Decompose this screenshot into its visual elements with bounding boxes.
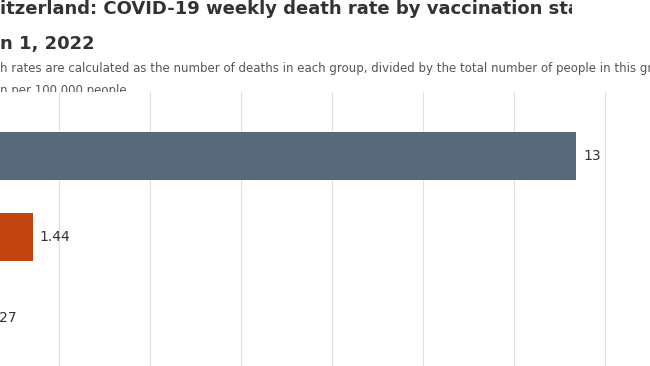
Text: h rates are calculated as the number of deaths in each group, divided by the tot: h rates are calculated as the number of … [0, 62, 650, 75]
Text: itzerland: COVID-19 weekly death rate by vaccination status, All ages,: itzerland: COVID-19 weekly death rate by… [0, 0, 650, 18]
Text: in Data: in Data [595, 45, 627, 54]
Text: n 1, 2022: n 1, 2022 [0, 35, 95, 53]
Bar [0, 132, 577, 180]
Text: n per 100,000 people.: n per 100,000 people. [0, 84, 131, 97]
Text: 1.44: 1.44 [40, 230, 71, 244]
Text: Our World: Our World [589, 19, 633, 27]
Bar [0, 213, 33, 261]
Text: 0.27: 0.27 [0, 311, 18, 325]
Text: 13: 13 [583, 149, 601, 163]
